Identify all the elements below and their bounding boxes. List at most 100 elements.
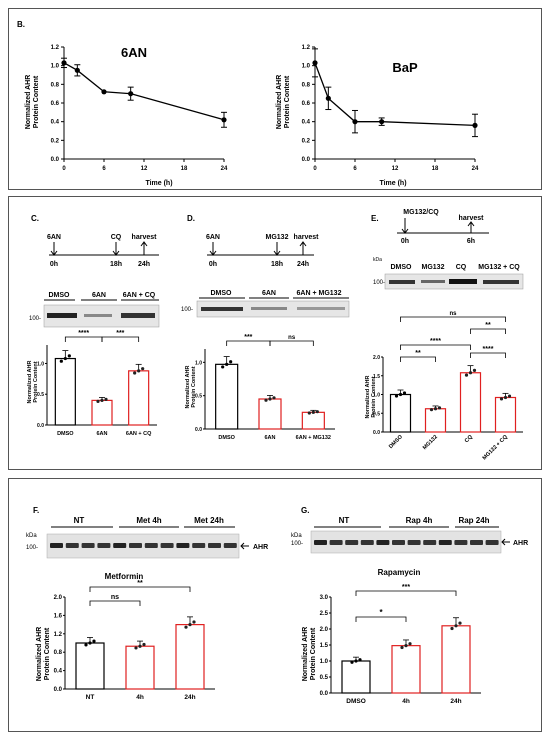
significance-bracket (226, 340, 271, 346)
data-point (63, 356, 67, 361)
bar (494, 396, 517, 433)
data-point (137, 369, 141, 373)
blot-marker: 100- (181, 307, 193, 313)
blot-band (297, 307, 345, 310)
significance-bracket (64, 336, 103, 342)
data-point (468, 371, 473, 375)
ylabel-1: Normalized AHR (185, 366, 191, 409)
blot-band (84, 314, 112, 317)
data-point (394, 394, 399, 398)
panel-d: D. 6AN MG132 harvest 0h 18h 24h DMSO 6AN… (181, 214, 350, 441)
data-point (354, 659, 358, 663)
blot-band (144, 543, 158, 548)
blot-lane-label: DMSO (211, 290, 233, 297)
blot-kda: kDa (291, 533, 302, 539)
x-tick-label: 12 (392, 166, 399, 172)
y-tick-label: 1.0 (37, 361, 44, 367)
y-tick-label: 3.0 (320, 595, 329, 601)
data-point (188, 623, 192, 627)
timeline-event: harvest (132, 234, 158, 241)
b-ylabel-2: Protein Content (33, 75, 40, 128)
bar (258, 398, 282, 430)
data-point (358, 658, 362, 662)
y-tick-label: 1.2 (51, 45, 60, 51)
blot-image (310, 530, 502, 554)
data-point (184, 625, 188, 629)
bar (301, 411, 325, 430)
blot-band (50, 543, 63, 548)
timeline-event: 6AN (206, 234, 220, 241)
blot-band (483, 280, 519, 284)
data-point (59, 359, 63, 363)
data-point (350, 660, 354, 664)
blot-band (329, 540, 343, 545)
data-point (74, 67, 80, 73)
panel-e: E. MG132/CQ harvest 0h 6h kDa DMSO MG132… (365, 209, 524, 461)
x-tick-label: 6 (353, 166, 357, 172)
blot-band (192, 543, 206, 548)
y-tick-label: 1.2 (302, 45, 311, 51)
y-tick-label: 0.8 (51, 82, 60, 88)
data-point (138, 644, 142, 648)
y-tick-label: 1.0 (373, 393, 380, 399)
blot-lane-label: CQ (456, 264, 467, 271)
bar (215, 363, 239, 430)
data-point (454, 624, 458, 628)
blot-kda: kDa (373, 257, 382, 263)
arrow-up-icon (299, 241, 307, 255)
panel-c: C. 6AN CQ harvest 0h 18h 24h DMSO 6AN 6A… (27, 214, 160, 437)
blot-protein-label: AHR (513, 540, 528, 547)
ylabel-2: Protein Content (371, 376, 377, 417)
blot-d: DMSO 6AN 6AN + MG132 100- (181, 290, 350, 318)
y-tick-label: 0.4 (54, 669, 63, 675)
panel-e-label: E. (371, 214, 379, 223)
bar (54, 357, 76, 426)
blot-band (314, 540, 327, 545)
timeline-time: 0h (50, 261, 58, 268)
bar (424, 408, 447, 433)
blot-band (176, 543, 190, 548)
b-chart-title: BaP (392, 60, 418, 75)
y-tick-label: 2.0 (373, 355, 380, 361)
data-point (472, 368, 477, 372)
data-point (408, 642, 412, 646)
y-tick-label: 0.0 (51, 157, 60, 163)
significance-bracket (89, 600, 141, 606)
blot-group-label: Rap 4h (406, 516, 433, 525)
blot-lane-label: MG132 (422, 264, 445, 271)
category-label: DMSO (57, 431, 74, 437)
timeline-event: harvest (459, 215, 485, 222)
arrow-down-icon (209, 242, 217, 256)
category-label: CQ (464, 434, 475, 445)
timeline-event: CQ (111, 234, 122, 241)
significance-label: ns (449, 311, 457, 317)
blot-marker: 100- (29, 316, 41, 322)
blot-lane-label: MG132 + CQ (478, 264, 520, 271)
data-point (312, 60, 318, 66)
data-point (398, 392, 403, 397)
y-tick-label: 0.5 (373, 411, 380, 417)
bar-chart-e: Normalized AHR Protein Content 0.0 0.5 1.0… (365, 311, 523, 461)
ylabel-2: Protein Content (310, 627, 317, 680)
category-label: NT (86, 694, 95, 701)
data-point (225, 362, 229, 366)
data-point (507, 394, 512, 398)
data-point (92, 639, 96, 643)
x-tick-label: 24 (221, 166, 228, 172)
data-point (141, 367, 145, 371)
y-tick-label: 0.8 (302, 82, 311, 88)
blot-lane-label: 6AN (92, 292, 106, 299)
category-label: MG132 (422, 434, 439, 451)
blot-marker: 100- (291, 541, 303, 547)
category-label: DMSO (346, 698, 366, 705)
arrow-down-icon (273, 242, 281, 256)
y-tick-label: 1.0 (195, 360, 202, 366)
category-label: 6AN + MG132 (296, 435, 331, 441)
category-label: DMSO (218, 435, 235, 441)
bar (389, 393, 412, 433)
y-tick-label: 1.0 (302, 64, 311, 70)
data-point (272, 396, 276, 400)
data-point (268, 397, 272, 401)
y-tick-label: 0.5 (37, 392, 44, 398)
blot-band (423, 540, 437, 545)
